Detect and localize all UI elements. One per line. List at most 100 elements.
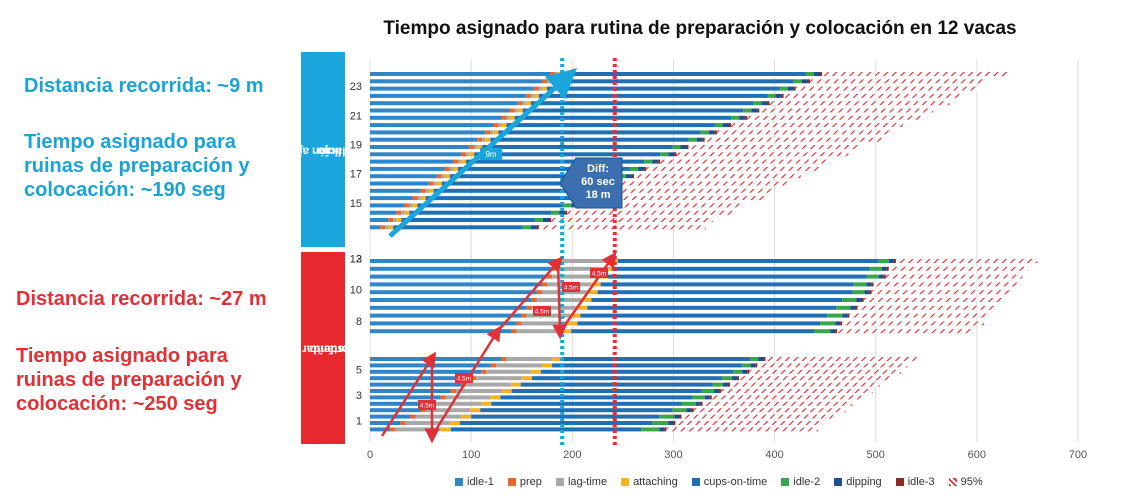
bar-segment bbox=[370, 408, 421, 413]
bar-segment bbox=[878, 259, 889, 263]
bar-segment bbox=[541, 86, 547, 91]
legend-label: idle-1 bbox=[467, 476, 494, 488]
bar-segment bbox=[742, 369, 748, 374]
bar-segment bbox=[509, 115, 515, 120]
bar-segment bbox=[420, 188, 426, 193]
red-distance-arrow bbox=[552, 261, 568, 340]
legend-item: prep bbox=[507, 476, 542, 488]
red-arrow-label-box bbox=[418, 400, 436, 410]
bar-segment bbox=[501, 123, 507, 128]
y-tick-label: 12 bbox=[350, 254, 362, 266]
x-tick-label: 300 bbox=[664, 449, 682, 461]
bar-segment bbox=[486, 369, 531, 374]
bar-segment bbox=[440, 395, 446, 400]
bar-segment bbox=[849, 313, 989, 318]
bar-segment bbox=[370, 93, 526, 98]
bar-segment bbox=[531, 298, 537, 302]
bar-segment bbox=[593, 196, 766, 201]
bar-segment bbox=[713, 389, 719, 393]
bar-segment bbox=[600, 282, 854, 287]
bar-segment bbox=[470, 408, 481, 413]
bar-segment bbox=[370, 218, 389, 222]
bar-segment bbox=[493, 123, 499, 128]
legend-label: dipping bbox=[846, 476, 882, 488]
bar-segment bbox=[370, 108, 510, 113]
bar-segment bbox=[530, 225, 537, 230]
bar-segment bbox=[428, 181, 434, 186]
bar-segment bbox=[525, 93, 531, 98]
bar-segment bbox=[474, 145, 478, 149]
bar-segment bbox=[370, 369, 482, 374]
bar-segment bbox=[757, 108, 760, 113]
bar-segment bbox=[552, 363, 743, 368]
bar-segment bbox=[370, 72, 551, 76]
y-tick-label: 15 bbox=[350, 198, 362, 210]
bar-segment bbox=[551, 218, 713, 222]
blue-arrow-label: 9m bbox=[485, 150, 496, 159]
bar-segment bbox=[795, 86, 978, 91]
legend-swatch bbox=[507, 478, 516, 486]
bar-segment bbox=[567, 321, 578, 326]
bar-segment bbox=[534, 218, 543, 222]
bar-segment bbox=[693, 408, 846, 413]
bar-segment bbox=[370, 203, 405, 208]
bar-segment bbox=[370, 152, 462, 157]
bar-segment bbox=[491, 401, 682, 406]
bar-segment bbox=[714, 130, 717, 135]
bar-segment bbox=[370, 321, 517, 326]
bar-segment bbox=[869, 266, 882, 271]
bar-segment bbox=[450, 427, 642, 432]
diff-callout-line: 60 sec bbox=[581, 176, 615, 188]
bar-segment bbox=[827, 313, 843, 318]
bar-segment bbox=[436, 174, 442, 179]
red-arrow-label-box bbox=[455, 373, 473, 383]
bar-segment bbox=[767, 101, 770, 106]
bar-segment bbox=[739, 376, 891, 381]
bar-segment bbox=[878, 274, 884, 279]
bar-segment bbox=[758, 357, 764, 361]
bar-segment bbox=[396, 218, 402, 222]
bar-segment bbox=[597, 290, 853, 295]
bar-segment bbox=[390, 427, 396, 432]
bar-segment bbox=[521, 321, 568, 326]
bar-segment bbox=[474, 152, 661, 157]
bar-segment bbox=[672, 408, 687, 413]
bar-segment bbox=[895, 259, 1038, 263]
bar-segment bbox=[850, 305, 856, 310]
red-arrow-label-box bbox=[562, 282, 580, 292]
bar-segment bbox=[577, 321, 821, 326]
bar-segment bbox=[674, 152, 677, 157]
bar-segment bbox=[679, 414, 682, 419]
bar-segment bbox=[571, 329, 815, 334]
legend-item: idle-2 bbox=[781, 476, 820, 488]
y-tick-label: 17 bbox=[350, 169, 362, 181]
bar-segment bbox=[393, 225, 523, 230]
bar-segment bbox=[809, 79, 986, 84]
bar-segment bbox=[452, 159, 458, 164]
bar-segment bbox=[801, 79, 808, 84]
y-tick-label: 21 bbox=[350, 110, 362, 122]
bar-segment bbox=[370, 166, 445, 171]
bar-segment bbox=[509, 108, 515, 113]
bar-segment bbox=[435, 401, 482, 406]
bar-segment bbox=[370, 282, 542, 287]
bar-segment bbox=[481, 401, 492, 406]
bar-segment bbox=[842, 298, 857, 302]
bar-segment bbox=[700, 401, 703, 406]
bar-segment bbox=[591, 298, 843, 302]
bar-segment bbox=[567, 210, 735, 215]
bar-segment bbox=[658, 159, 661, 164]
bar-segment bbox=[562, 259, 608, 263]
bar-segment bbox=[888, 259, 894, 263]
bar-segment bbox=[538, 93, 768, 98]
bar-segment bbox=[370, 259, 558, 263]
bar-segment bbox=[396, 210, 402, 215]
bar-segment bbox=[742, 363, 751, 368]
legend-label: 95% bbox=[960, 476, 983, 488]
bar-segment bbox=[563, 72, 806, 76]
bar-segment bbox=[559, 210, 566, 215]
bar-segment bbox=[506, 115, 510, 120]
bar-segment bbox=[842, 321, 984, 326]
bar-segment bbox=[830, 329, 836, 334]
bar-segment bbox=[732, 376, 738, 381]
